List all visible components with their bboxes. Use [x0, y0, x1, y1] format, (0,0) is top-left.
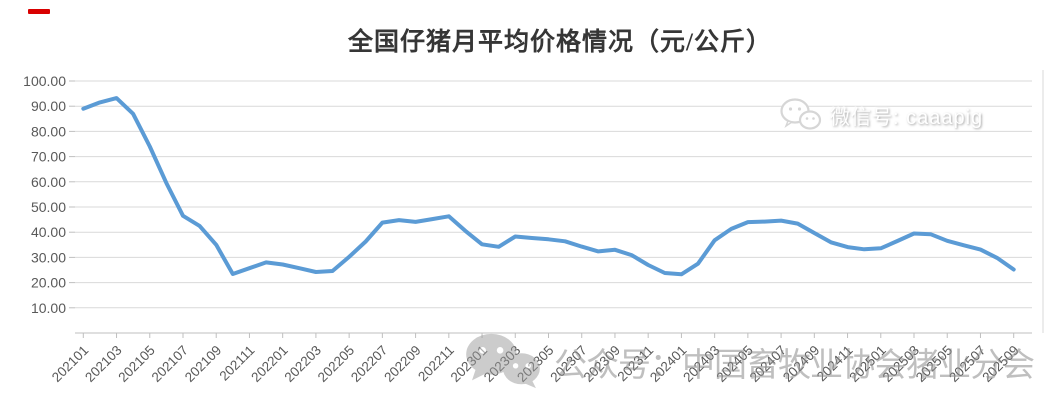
y-axis-label: 10.00	[31, 300, 66, 316]
wechat-icon	[780, 98, 822, 130]
red-dash-decoration	[28, 9, 50, 14]
watermark-top-right: 微信号: caaapig	[780, 97, 983, 133]
y-axis-label: 100.00	[23, 73, 66, 89]
y-axis-label: 20.00	[31, 275, 66, 291]
watermark-account-name: 公众号：中国畜牧业协会猪业分会	[554, 346, 1035, 383]
y-axis-label: 90.00	[31, 98, 66, 114]
y-axis-label: 50.00	[31, 199, 66, 215]
price-line	[81, 96, 1016, 277]
y-axis-label: 30.00	[31, 249, 66, 265]
y-axis-label: 40.00	[31, 224, 66, 240]
watermark-bottom: 公众号：中国畜牧业协会猪业分会	[462, 330, 1035, 392]
x-axis-label: 202209	[381, 343, 423, 385]
chart-title: 全国仔猪月平均价格情况（元/公斤）	[348, 29, 772, 56]
wechat-icon	[466, 333, 540, 389]
y-axis-label: 80.00	[31, 123, 66, 139]
x-axis-label: 202109	[182, 343, 224, 385]
y-axis-label: 60.00	[31, 174, 66, 190]
y-axis-label: 70.00	[31, 149, 66, 165]
watermark-wechat-id: 微信号: caaapig	[830, 106, 984, 129]
